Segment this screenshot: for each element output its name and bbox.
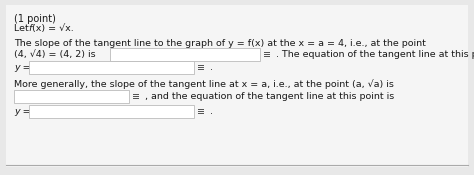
Text: .: .	[210, 63, 213, 72]
FancyBboxPatch shape	[137, 94, 138, 95]
Text: More generally, the slope of the tangent line at x = a, i.e., at the point (a, √: More generally, the slope of the tangent…	[14, 79, 394, 89]
Text: (x) = √x.: (x) = √x.	[33, 24, 74, 33]
FancyBboxPatch shape	[266, 54, 268, 55]
FancyBboxPatch shape	[266, 52, 268, 53]
Text: y =: y =	[14, 107, 31, 116]
FancyBboxPatch shape	[268, 52, 270, 53]
FancyBboxPatch shape	[29, 61, 194, 74]
Text: (4, √4) = (4, 2) is: (4, √4) = (4, 2) is	[14, 50, 96, 59]
Text: y =: y =	[14, 63, 31, 72]
FancyBboxPatch shape	[202, 69, 204, 70]
FancyBboxPatch shape	[6, 5, 468, 167]
FancyBboxPatch shape	[137, 98, 138, 99]
FancyBboxPatch shape	[199, 113, 200, 114]
FancyBboxPatch shape	[137, 96, 138, 97]
FancyBboxPatch shape	[14, 90, 129, 103]
FancyBboxPatch shape	[202, 111, 204, 112]
FancyBboxPatch shape	[202, 109, 204, 110]
FancyBboxPatch shape	[136, 96, 137, 97]
FancyBboxPatch shape	[264, 54, 265, 55]
Text: (1 point): (1 point)	[14, 14, 56, 24]
Text: The slope of the tangent line to the graph of y = f(x) at the x = a = 4, i.e., a: The slope of the tangent line to the gra…	[14, 39, 426, 48]
FancyBboxPatch shape	[264, 52, 265, 53]
FancyBboxPatch shape	[199, 67, 200, 68]
FancyBboxPatch shape	[199, 69, 200, 70]
FancyBboxPatch shape	[136, 94, 137, 95]
FancyBboxPatch shape	[268, 56, 270, 57]
FancyBboxPatch shape	[29, 105, 194, 118]
FancyBboxPatch shape	[136, 98, 137, 99]
FancyBboxPatch shape	[199, 65, 200, 66]
Text: .: .	[210, 107, 213, 116]
FancyBboxPatch shape	[110, 48, 260, 61]
FancyBboxPatch shape	[133, 94, 135, 95]
Text: Let: Let	[14, 24, 32, 33]
Text: , and the equation of the tangent line at this point is: , and the equation of the tangent line a…	[145, 92, 394, 101]
FancyBboxPatch shape	[199, 111, 200, 112]
FancyBboxPatch shape	[202, 65, 204, 66]
Text: . The equation of the tangent line at this point is: . The equation of the tangent line at th…	[276, 50, 474, 59]
FancyBboxPatch shape	[133, 96, 135, 97]
Text: f: f	[28, 24, 31, 33]
FancyBboxPatch shape	[202, 113, 204, 114]
FancyBboxPatch shape	[266, 56, 268, 57]
FancyBboxPatch shape	[268, 54, 270, 55]
FancyBboxPatch shape	[264, 56, 265, 57]
FancyBboxPatch shape	[202, 67, 204, 68]
FancyBboxPatch shape	[199, 109, 200, 110]
FancyBboxPatch shape	[133, 98, 135, 99]
